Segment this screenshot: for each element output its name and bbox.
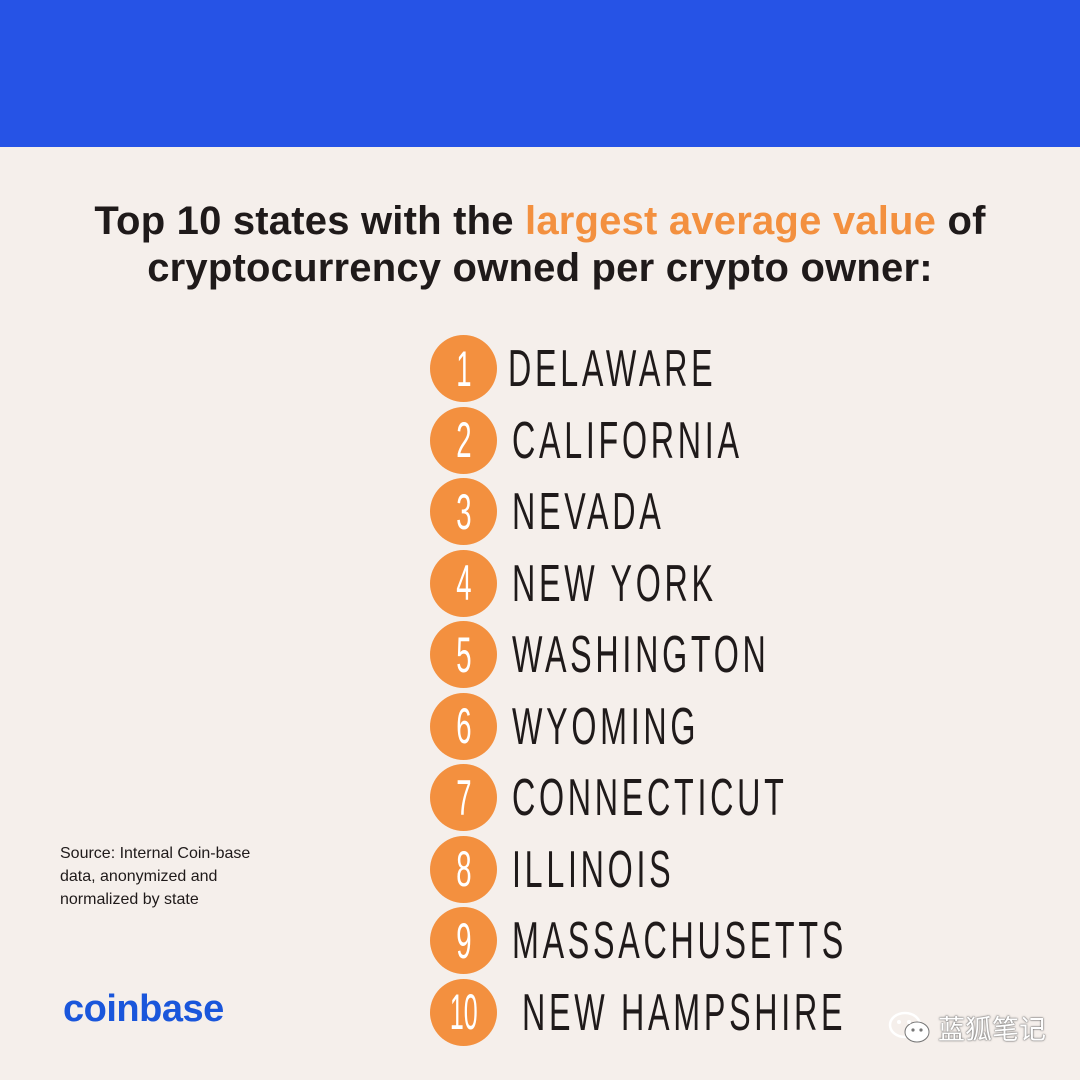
state-name: NEW HAMPSHIRE	[522, 983, 847, 1042]
headline: Top 10 states with the largest average v…	[40, 198, 1040, 292]
wechat-icon	[888, 1011, 930, 1042]
headline-suffix: of cryptocurrency owned per crypto owner…	[147, 199, 986, 290]
state-name: CALIFORNIA	[512, 411, 743, 470]
rank-number: 2	[455, 412, 472, 468]
rank-number: 5	[455, 626, 472, 683]
ranking-item: 5 WASHINGTON	[430, 619, 850, 691]
state-name: WASHINGTON	[512, 626, 770, 684]
rank-number: 10	[449, 984, 478, 1040]
rank-badge: 4	[430, 549, 497, 617]
ranking-item: 7 CONNECTICUT	[430, 762, 850, 834]
rank-number: 1	[455, 340, 472, 397]
ranking-item: 3 NEVADA	[430, 476, 850, 548]
watermark: 蓝狐笔记	[888, 1008, 1046, 1047]
ranking-item: 6 WYOMING	[430, 691, 850, 763]
rank-number: 6	[455, 698, 472, 754]
rank-badge: 2	[430, 406, 497, 474]
headline-prefix: Top 10 states with the	[94, 199, 525, 243]
state-name: CONNECTICUT	[512, 769, 788, 827]
ranking-item: 2 CALIFORNIA	[430, 405, 850, 477]
ranking-item: 9 MASSACHUSETTS	[430, 905, 850, 977]
rank-badge: 5	[430, 621, 497, 688]
source-note: Source: Internal Coin-base data, anonymi…	[60, 845, 251, 908]
top-banner	[0, 0, 1080, 147]
state-name: NEW YORK	[512, 554, 717, 613]
rank-badge: 9	[430, 907, 497, 974]
ranking-list: 1 DELAWARE 2 CALIFORNIA 3 NEVADA 4 NEW Y…	[430, 333, 850, 1048]
ranking-item: 8 ILLINOIS	[430, 834, 850, 906]
ranking-item: 1 DELAWARE	[430, 333, 850, 405]
rank-number: 7	[455, 769, 472, 826]
rank-number: 8	[455, 841, 472, 897]
rank-badge: 8	[430, 835, 497, 903]
rank-number: 3	[455, 483, 472, 540]
ranking-item: 4 NEW YORK	[430, 548, 850, 620]
state-name: NEVADA	[512, 483, 665, 541]
rank-badge: 3	[430, 478, 497, 545]
watermark-text: 蓝狐笔记	[938, 1015, 1046, 1046]
rank-number: 4	[455, 555, 472, 611]
state-name: MASSACHUSETTS	[512, 912, 847, 970]
rank-number: 9	[455, 912, 472, 969]
headline-accent: largest average value	[525, 199, 937, 243]
rank-badge: 7	[430, 764, 497, 831]
rank-badge: 1	[430, 335, 497, 402]
coinbase-logo: coinbase	[63, 988, 224, 1030]
ranking-item: 10 NEW HAMPSHIRE	[430, 977, 850, 1049]
rank-badge: 6	[430, 692, 497, 760]
rank-badge: 10	[430, 978, 497, 1046]
state-name: ILLINOIS	[512, 840, 675, 899]
state-name: WYOMING	[512, 697, 700, 756]
state-name: DELAWARE	[508, 340, 717, 398]
